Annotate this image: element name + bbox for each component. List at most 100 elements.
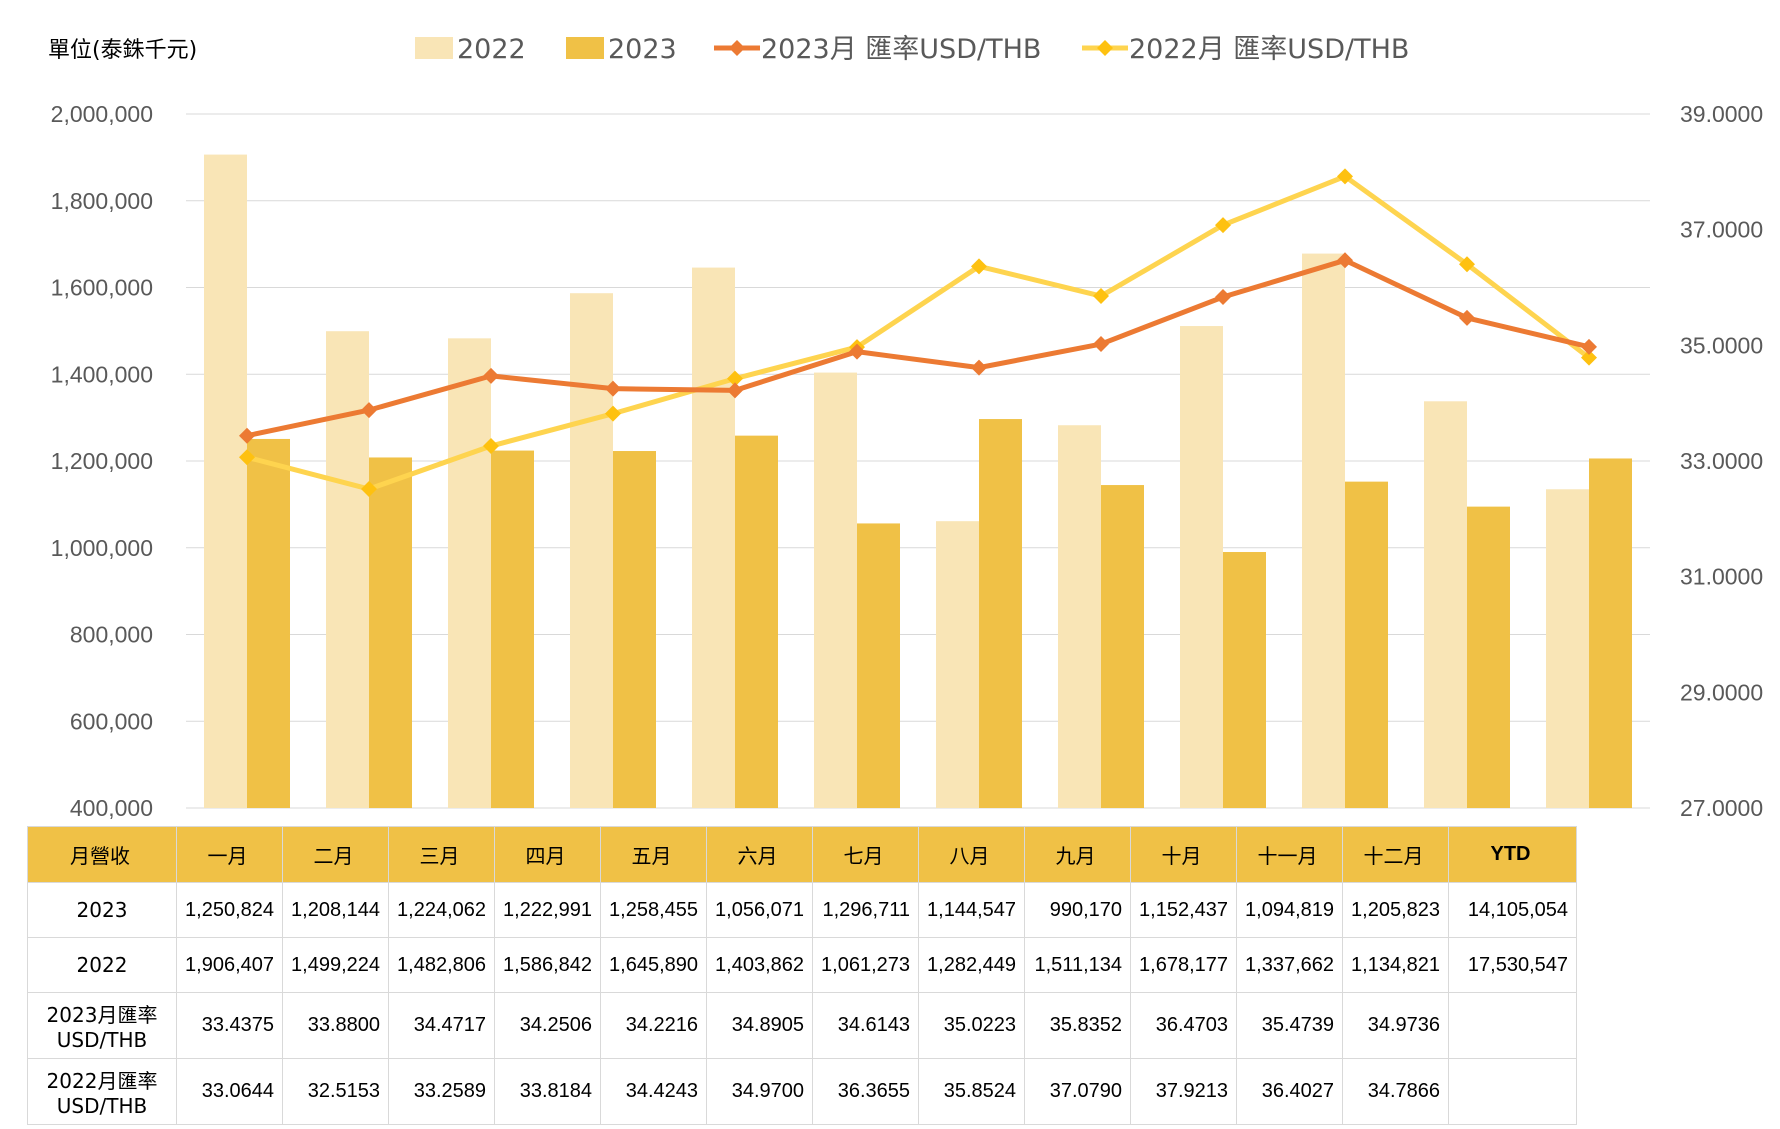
cell: 37.0790	[1024, 1058, 1131, 1125]
cell: 33.2589	[388, 1058, 495, 1125]
bar-2022	[1180, 326, 1223, 808]
cell: 1,296,711	[812, 882, 919, 938]
header-month: 七月	[812, 826, 919, 883]
cell: 34.2216	[600, 992, 707, 1059]
bar-2022	[814, 372, 857, 808]
header-month: 二月	[282, 826, 389, 883]
line-point-marker	[1459, 256, 1475, 273]
y-right-tick-label: 29.0000	[1680, 679, 1763, 705]
cell: 1,337,662	[1236, 937, 1343, 993]
cell: 33.0644	[176, 1058, 283, 1125]
bar-2023	[613, 451, 656, 808]
bar-2023	[735, 435, 778, 808]
cell: 1,094,819	[1236, 882, 1343, 938]
cell: 1,499,224	[282, 937, 389, 993]
line-point-marker	[1459, 309, 1475, 326]
ytd-cell	[1448, 992, 1577, 1059]
cell: 1,511,134	[1024, 937, 1131, 993]
cell: 37.9213	[1130, 1058, 1237, 1125]
header-month: 六月	[706, 826, 813, 883]
bar-2023	[1223, 552, 1266, 808]
bar-2022	[326, 331, 369, 808]
row-label-line1: 2023月匯率	[46, 1003, 158, 1027]
legend-marker	[1097, 40, 1113, 56]
line-point-marker	[1093, 336, 1109, 353]
row-label-line2: USD/THB	[56, 1028, 148, 1052]
cell: 1,056,071	[706, 882, 813, 938]
y-right-tick-label: 33.0000	[1680, 448, 1763, 474]
bar-2023	[1101, 485, 1144, 808]
header-month: 十一月	[1236, 826, 1343, 883]
line-point-marker	[727, 382, 743, 399]
header-month: 三月	[388, 826, 495, 883]
left-axis-ticks: 400,000 600,000 800,000 1,000,000 1,200,000 1…	[51, 101, 153, 821]
y-left-tick-label: 1,600,000	[51, 275, 153, 301]
cell: 1,403,862	[706, 937, 813, 993]
cell: 1,224,062	[388, 882, 495, 938]
y-left-tick-label: 1,400,000	[51, 361, 153, 387]
line-point-marker	[1581, 349, 1597, 366]
line-point-marker	[1215, 289, 1231, 306]
y-right-tick-label: 31.0000	[1680, 564, 1763, 590]
line-point-marker	[727, 370, 743, 387]
y-left-tick-label: 1,800,000	[51, 188, 153, 214]
row-label: 2023	[27, 882, 177, 938]
header-month: 一月	[176, 826, 283, 883]
line-point-marker	[361, 402, 377, 419]
line-point-marker	[971, 359, 987, 376]
cell: 34.9700	[706, 1058, 813, 1125]
bar-2022	[204, 154, 247, 809]
bar-2022	[936, 521, 979, 808]
row-label: 2022月匯率 USD/THB	[27, 1058, 177, 1125]
cell: 1,134,821	[1342, 937, 1449, 993]
row-label-line2: USD/THB	[56, 1094, 148, 1118]
bar-2023	[1589, 458, 1632, 808]
row-label: 2022	[27, 937, 177, 993]
bar-2022	[1546, 489, 1589, 808]
line-point-marker	[1337, 252, 1353, 269]
cell: 34.4243	[600, 1058, 707, 1125]
ytd-cell: 17,530,547	[1448, 937, 1577, 993]
line-point-marker	[361, 481, 377, 498]
legend-marker	[729, 40, 745, 56]
bar-2023	[369, 457, 412, 808]
cell: 35.8524	[918, 1058, 1025, 1125]
y-left-tick-label: 1,000,000	[51, 535, 153, 561]
header-ytd: YTD	[1448, 826, 1577, 883]
y-right-tick-label: 39.0000	[1680, 101, 1763, 127]
cell: 34.8905	[706, 992, 813, 1059]
bars	[204, 154, 1632, 809]
bar-2023	[247, 438, 290, 808]
cell: 1,258,455	[600, 882, 707, 938]
bar-2023	[857, 523, 900, 808]
cell: 1,250,824	[176, 882, 283, 938]
header-month: 十月	[1130, 826, 1237, 883]
line-point-marker	[239, 427, 255, 444]
y-left-tick-label: 1,200,000	[51, 448, 153, 474]
table-row-2023: 2023 1,250,824 1,208,144 1,224,062 1,222…	[27, 882, 1577, 938]
line-point-marker	[971, 258, 987, 275]
header-month: 九月	[1024, 826, 1131, 883]
header-month: 十二月	[1342, 826, 1449, 883]
cell: 1,645,890	[600, 937, 707, 993]
bar-2023	[491, 450, 534, 808]
cell: 36.4027	[1236, 1058, 1343, 1125]
cell: 1,678,177	[1130, 937, 1237, 993]
bar-2023	[1467, 506, 1510, 808]
line-point-marker	[483, 438, 499, 455]
bar-2022	[1058, 425, 1101, 808]
cell: 34.6143	[812, 992, 919, 1059]
cell: 1,586,842	[494, 937, 601, 993]
cell: 33.4375	[176, 992, 283, 1059]
bar-2022	[1302, 253, 1345, 809]
cell: 33.8800	[282, 992, 389, 1059]
y-right-tick-label: 35.0000	[1680, 332, 1763, 358]
line-point-marker	[849, 343, 865, 360]
unit-label: 單位(泰銖千元)	[48, 38, 197, 63]
line-point-marker	[605, 380, 621, 397]
line-point-marker	[1337, 168, 1353, 185]
table-row-fx-2022: 2022月匯率 USD/THB 33.0644 32.5153 33.2589 3…	[27, 1058, 1577, 1125]
row-label-line1: 2022月匯率	[46, 1069, 158, 1093]
cell: 34.9736	[1342, 992, 1449, 1059]
y-left-tick-label: 400,000	[70, 795, 153, 821]
